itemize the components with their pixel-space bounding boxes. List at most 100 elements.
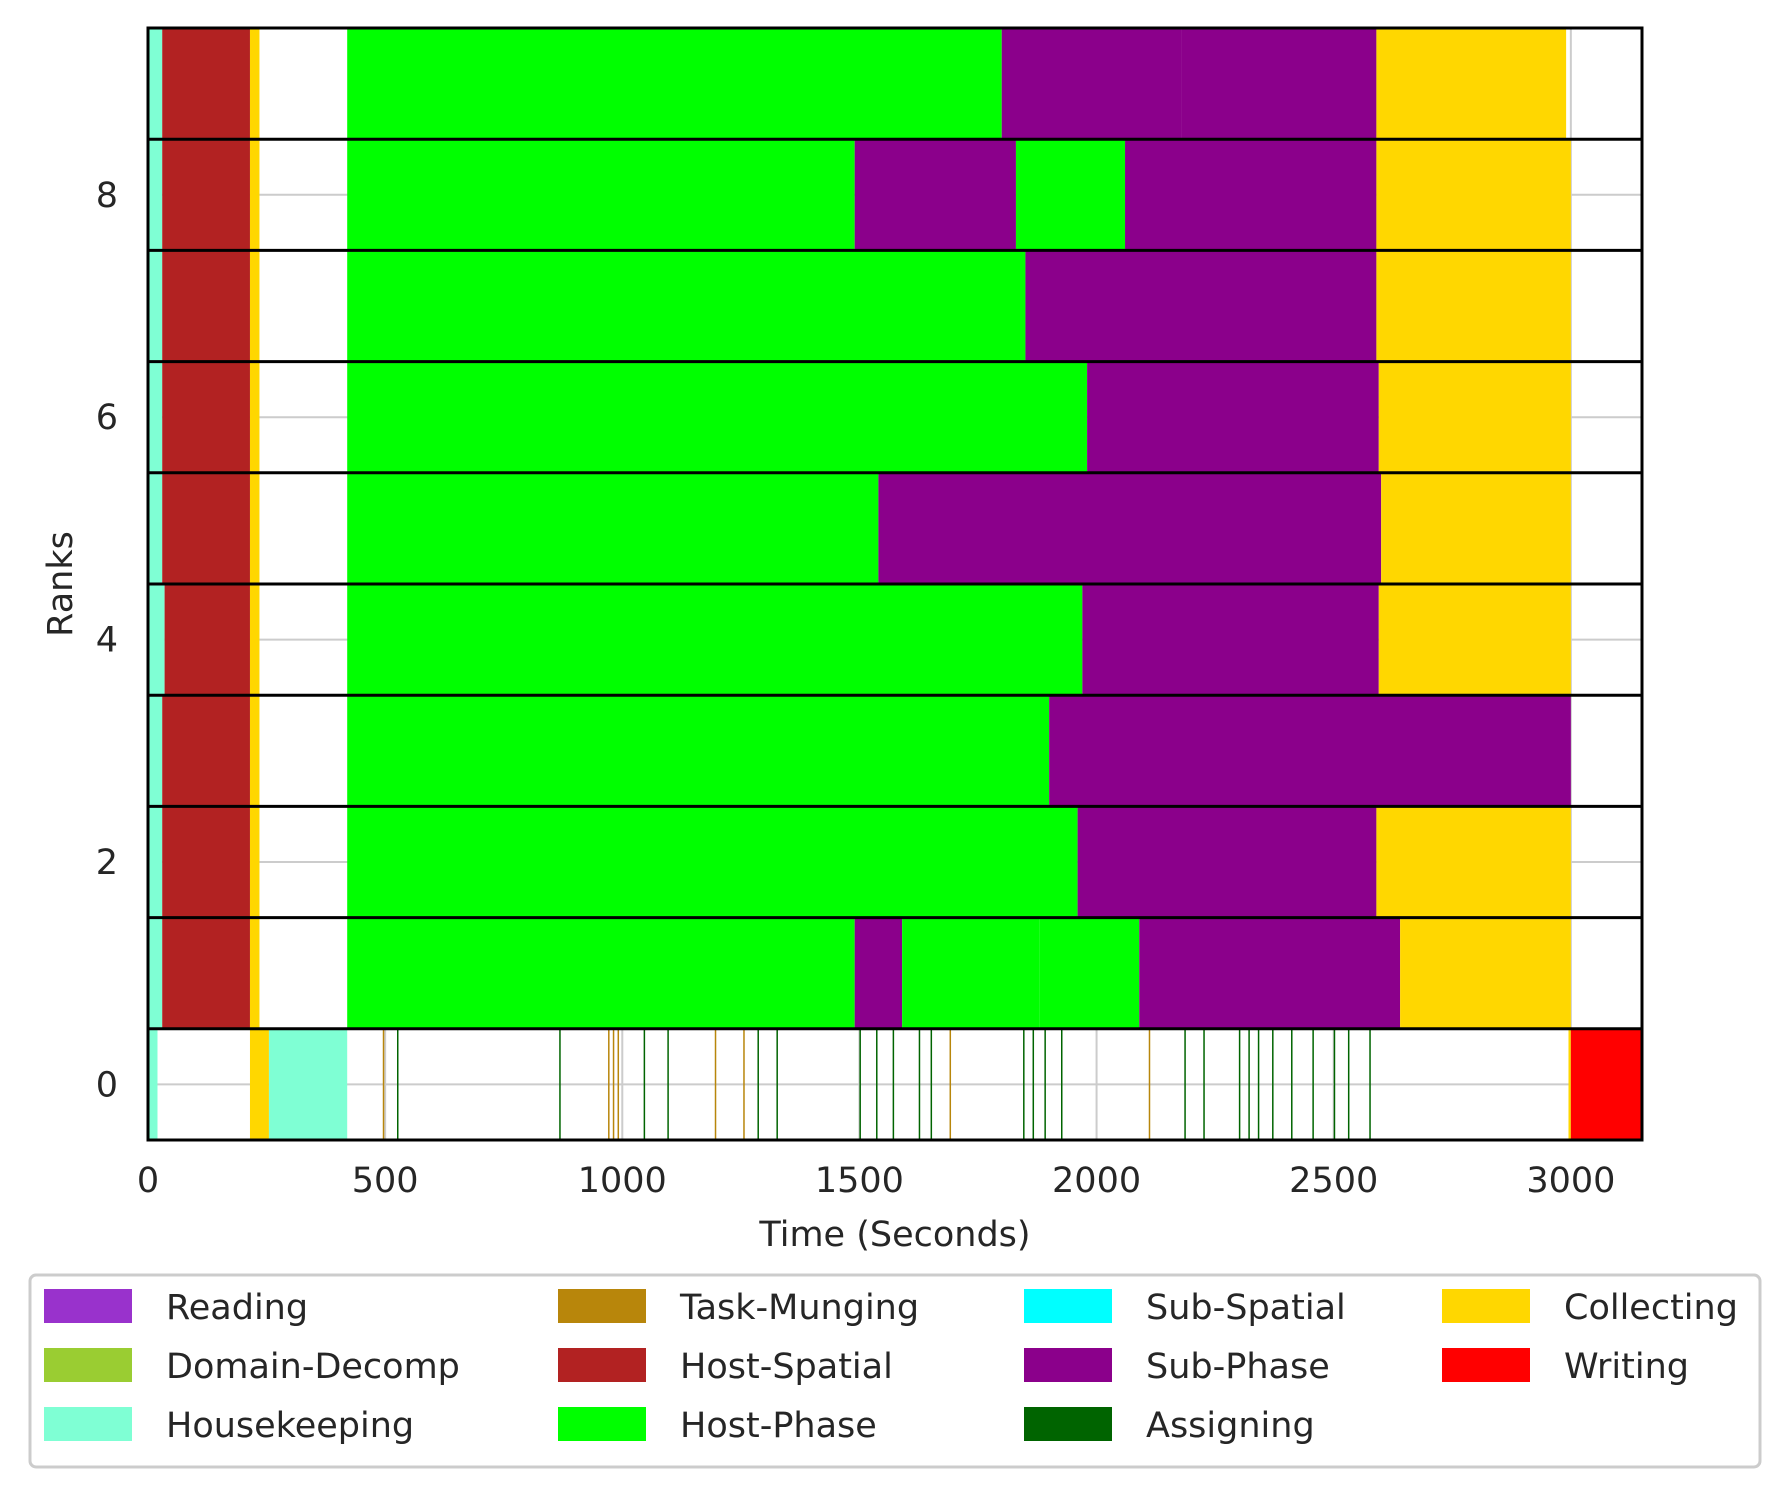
segment-collecting	[1376, 250, 1571, 362]
event-assigning	[1369, 1028, 1371, 1140]
segment-host-phase	[902, 917, 1040, 1029]
event-assigning	[643, 1028, 646, 1140]
x-tick-label: 2000	[1052, 1161, 1141, 1201]
segment-sub-phase	[1077, 806, 1377, 918]
event-assigning	[1291, 1028, 1293, 1140]
event-assigning	[1023, 1028, 1025, 1140]
segment-collecting	[1376, 28, 1567, 140]
segment-host-phase	[347, 361, 1088, 473]
legend: Reading Domain-Decomp Housekeeping Task-Mun…	[28, 1273, 1762, 1469]
segment-sub-phase	[1087, 361, 1379, 473]
segment-host-phase	[347, 695, 1050, 807]
rank-8-row	[148, 139, 1571, 251]
y-tick-labels: 0 2 4 6 8	[96, 176, 118, 1106]
rank-0-row	[148, 1028, 1642, 1140]
segment-housekeeping	[148, 917, 163, 1029]
legend-label: Task-Munging	[679, 1288, 919, 1328]
event-assigning	[776, 1028, 778, 1140]
segment-housekeeping	[148, 28, 163, 140]
segment-writing	[1570, 1028, 1642, 1140]
segment-sub-phase	[1025, 250, 1377, 362]
legend-item-housekeeping: Housekeeping	[44, 1406, 414, 1446]
legend-item-collecting: Collecting	[1442, 1288, 1738, 1328]
segment-host-spatial	[162, 695, 250, 807]
event-assigning	[859, 1028, 861, 1140]
segment-sub-phase	[1049, 695, 1571, 807]
segment-collecting	[1378, 361, 1571, 473]
event-assigning	[1203, 1028, 1205, 1140]
segment-housekeeping	[148, 250, 163, 362]
segment-sub-phase	[1125, 139, 1377, 251]
event-task-munging	[743, 1028, 745, 1140]
event-task-munging	[714, 1028, 717, 1140]
event-task-munging	[608, 1028, 610, 1140]
event-task-munging	[617, 1028, 620, 1140]
legend-swatch	[44, 1348, 132, 1382]
event-assigning	[1333, 1028, 1336, 1140]
segment-housekeeping	[148, 472, 163, 584]
legend-label: Host-Phase	[680, 1406, 877, 1446]
event-assigning	[1061, 1028, 1063, 1140]
event-assigning	[1184, 1028, 1186, 1140]
legend-label: Host-Spatial	[680, 1347, 893, 1387]
legend-swatch	[44, 1289, 132, 1323]
segment-collecting	[249, 1028, 269, 1140]
segment-housekeeping	[148, 139, 163, 251]
rank-separators	[148, 137, 1642, 1031]
legend-swatch	[1442, 1289, 1530, 1323]
legend-item-task-munging: Task-Munging	[558, 1288, 919, 1328]
legend-swatch	[1024, 1348, 1112, 1382]
legend-item-sub-spatial: Sub-Spatial	[1024, 1288, 1346, 1328]
legend-item-host-phase: Host-Phase	[558, 1406, 877, 1446]
event-assigning	[1347, 1028, 1350, 1140]
legend-swatch	[558, 1348, 646, 1382]
segment-sub-phase	[854, 917, 903, 1029]
rank-2-row	[148, 806, 1571, 918]
segment-collecting	[1376, 139, 1571, 251]
segment-host-phase	[347, 472, 879, 584]
segment-host-spatial	[162, 917, 250, 1029]
segment-collecting	[249, 472, 260, 584]
segment-host-phase	[1039, 917, 1140, 1029]
y-tick-label: 2	[96, 843, 118, 883]
x-tick-label: 2500	[1289, 1161, 1378, 1201]
segment-collecting	[1568, 1028, 1571, 1140]
segment-host-phase	[1015, 139, 1126, 251]
legend-label: Domain-Decomp	[166, 1347, 460, 1387]
segment-housekeeping	[268, 1028, 348, 1140]
segment-collecting	[1400, 917, 1571, 1029]
event-assigning	[1272, 1028, 1274, 1140]
y-tick-label: 0	[96, 1065, 118, 1105]
rank-3-row	[148, 695, 1571, 807]
segment-collecting	[249, 361, 260, 473]
legend-item-writing: Writing	[1442, 1347, 1689, 1387]
legend-item-assigning: Assigning	[1024, 1406, 1315, 1446]
event-assigning	[757, 1028, 759, 1140]
legend-label: Sub-Phase	[1146, 1347, 1330, 1387]
x-tick-label: 3000	[1526, 1161, 1615, 1201]
segment-host-spatial	[162, 139, 250, 251]
event-assigning	[918, 1028, 921, 1140]
segment-collecting	[249, 250, 260, 362]
legend-frame	[28, 1273, 1762, 1469]
segment-sub-phase	[854, 139, 1016, 251]
event-task-munging	[949, 1028, 952, 1140]
segment-host-phase	[347, 250, 1026, 362]
event-assigning	[1257, 1028, 1260, 1140]
event-assigning	[1032, 1028, 1035, 1140]
x-axis-title: Time (Seconds)	[758, 1215, 1030, 1255]
legend-label: Assigning	[1146, 1406, 1315, 1446]
event-assigning	[1238, 1028, 1241, 1140]
segment-sub-phase	[878, 472, 1382, 584]
segment-housekeeping	[148, 1028, 158, 1140]
legend-swatch	[44, 1407, 132, 1441]
rank-5-row	[148, 472, 1571, 584]
segment-housekeeping	[148, 584, 165, 696]
segment-housekeeping	[148, 361, 163, 473]
rank-bars	[148, 28, 1642, 1140]
segment-collecting	[1376, 806, 1571, 918]
legend-swatch	[1024, 1407, 1112, 1441]
event-assigning	[1044, 1028, 1046, 1140]
rank-7-row	[148, 250, 1571, 362]
segment-sub-phase	[1001, 28, 1182, 140]
